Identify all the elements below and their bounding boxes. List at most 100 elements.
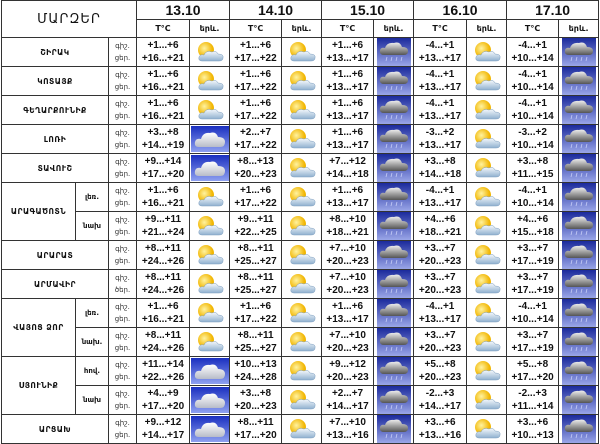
temperature-cell: +3...+7 +20...+23: [413, 240, 468, 270]
zone-label: նախ.: [75, 327, 109, 357]
partly-cloudy-icon: [467, 186, 506, 208]
period-labels: գիշ. ցեր.: [107, 124, 138, 154]
weather-icon-cell: [189, 414, 231, 444]
weather-icon-cell: [373, 37, 415, 67]
day-temp: +20...+23: [234, 401, 277, 412]
weather-icon-cell: [189, 95, 231, 125]
night-label: գիշ.: [115, 390, 130, 398]
temperature-cell: +7...+10 +20...+23: [321, 240, 375, 270]
temperature-cell: +1...+6 +16...+21: [136, 95, 191, 125]
weather-icon-cell: [189, 124, 231, 154]
night-temp: +3...+7: [424, 330, 456, 341]
rain-cloud-icon: [559, 299, 598, 327]
weather-icon-cell: [189, 182, 231, 212]
day-temp: +16...+21: [141, 198, 185, 209]
weather-icon-cell: [558, 66, 600, 96]
partly-cloudy-icon: [467, 389, 506, 411]
day-temp: +13...+17: [418, 82, 462, 93]
day-label: ցեր.: [114, 170, 131, 178]
period-labels: գիշ. ծեր.: [107, 269, 138, 299]
day-temp: +20...+23: [418, 256, 462, 267]
weather-icon-cell: [281, 66, 323, 96]
weather-icon-cell: [466, 95, 508, 125]
table-row: ԱՐԱՐԱՏ գիշ. ցեր. +8...+11 +24...+26 +8...+11 +…: [1, 240, 600, 270]
night-temp: +3...+6: [424, 417, 456, 428]
partly-cloudy-icon: [282, 215, 321, 237]
table-row: ՇԻՐԱԿ գիշ. ցեր. +1...+6 +16...+21 +1...+6 +17.…: [1, 37, 600, 67]
partly-cloudy-icon: [190, 302, 229, 324]
day-temp: +17...+20: [234, 430, 277, 441]
temperature-header: T°C: [136, 19, 191, 38]
day-temp: +13...+17: [418, 140, 462, 151]
day-temp: +17...+20: [511, 372, 554, 383]
night-temp: +1...+6: [331, 301, 364, 312]
partly-cloudy-icon: [190, 273, 229, 295]
weather-icon-cell: [373, 269, 415, 299]
day-label: ցեր.: [114, 315, 131, 323]
weather-icon-cell: [466, 182, 508, 212]
night-temp: -4...+1: [518, 185, 547, 196]
partly-cloudy-icon: [190, 244, 229, 266]
rain-cloud-icon: [374, 357, 413, 385]
table-row: ԱՐԱԳԱԾՈՏՆ լեռ. գիշ. ցեր. +1...+6 +16...+21 +1.…: [1, 182, 600, 241]
temperature-cell: +8...+10 +18...+21: [321, 211, 375, 241]
day-temp: +18...+21: [418, 227, 462, 238]
day-temp: +17...+20: [141, 169, 185, 180]
night-temp: +8...+11: [144, 330, 182, 341]
temperature-cell: +9...+12 +14...+17: [136, 414, 191, 444]
night-temp: -4...+1: [518, 98, 547, 109]
day-temp: +25...+27: [234, 285, 277, 296]
weather-icon-cell: [558, 153, 600, 183]
day-temp: +20...+23: [326, 256, 369, 267]
day-label: ցեր.: [114, 141, 131, 149]
temperature-cell: +11...+14 +22...+26: [136, 356, 191, 386]
day-temp: +20...+23: [326, 372, 369, 383]
night-temp: -3...+2: [518, 127, 547, 138]
temperature-cell: +1...+6 +13...+17: [321, 182, 375, 212]
day-label: ցեր.: [114, 431, 131, 439]
day-temp: +25...+27: [234, 256, 277, 267]
temperature-cell: +1...+6 +13...+17: [321, 298, 375, 328]
weather-icon-cell: [189, 240, 231, 270]
day-label: ցեր.: [114, 402, 131, 410]
night-temp: +1...+6: [239, 185, 272, 196]
weather-icon-cell: [189, 298, 231, 328]
rain-cloud-icon: [559, 270, 598, 298]
day-temp: +11...+14: [511, 401, 554, 412]
night-temp: +8...+13: [237, 156, 274, 167]
night-temp: +9...+12: [144, 417, 182, 428]
night-temp: +4...+9: [147, 388, 179, 399]
region-name: ՇԻՐԱԿ: [1, 37, 109, 67]
weather-icon-cell: [281, 356, 323, 386]
temperature-cell: -3...+2 +13...+17: [413, 124, 468, 154]
day-temp: +18...+21: [326, 227, 369, 238]
weather-icon-cell: [466, 211, 508, 241]
partly-cloudy-icon: [190, 331, 229, 353]
partly-cloudy-icon: [282, 273, 321, 295]
weather-icon-cell: [189, 385, 231, 415]
day-temp: +21...+24: [141, 227, 185, 238]
night-label: գիշ.: [115, 419, 130, 427]
night-temp: -2...+3: [425, 388, 455, 399]
night-temp: +8...+11: [144, 272, 182, 283]
day-temp: +13...+16: [418, 430, 462, 441]
table-row: նախ. գիշ. ցեր. +8...+11 +24...+26 +8...+11 +25…: [2, 327, 600, 357]
temperature-cell: +8...+11 +24...+26: [136, 240, 191, 270]
weather-icon-cell: [558, 269, 600, 299]
weather-icon-cell: [558, 95, 600, 125]
weather-icon-cell: [189, 37, 231, 67]
night-temp: +1...+6: [331, 98, 364, 109]
partly-cloudy-icon: [282, 331, 321, 353]
weather-icon-cell: [373, 66, 415, 96]
night-temp: +3...+7: [517, 330, 549, 341]
night-temp: +8...+11: [237, 272, 274, 283]
temperature-cell: +1...+6 +17...+22: [229, 95, 283, 125]
night-temp: +1...+6: [331, 69, 364, 80]
partly-cloudy-icon: [467, 418, 506, 440]
day-temp: +24...+26: [141, 343, 185, 354]
day-temp: +24...+26: [141, 285, 185, 296]
rain-cloud-icon: [374, 415, 413, 443]
partly-cloudy-icon: [282, 418, 321, 440]
day-temp: +20...+23: [326, 285, 369, 296]
night-temp: +3...+7: [424, 272, 456, 283]
